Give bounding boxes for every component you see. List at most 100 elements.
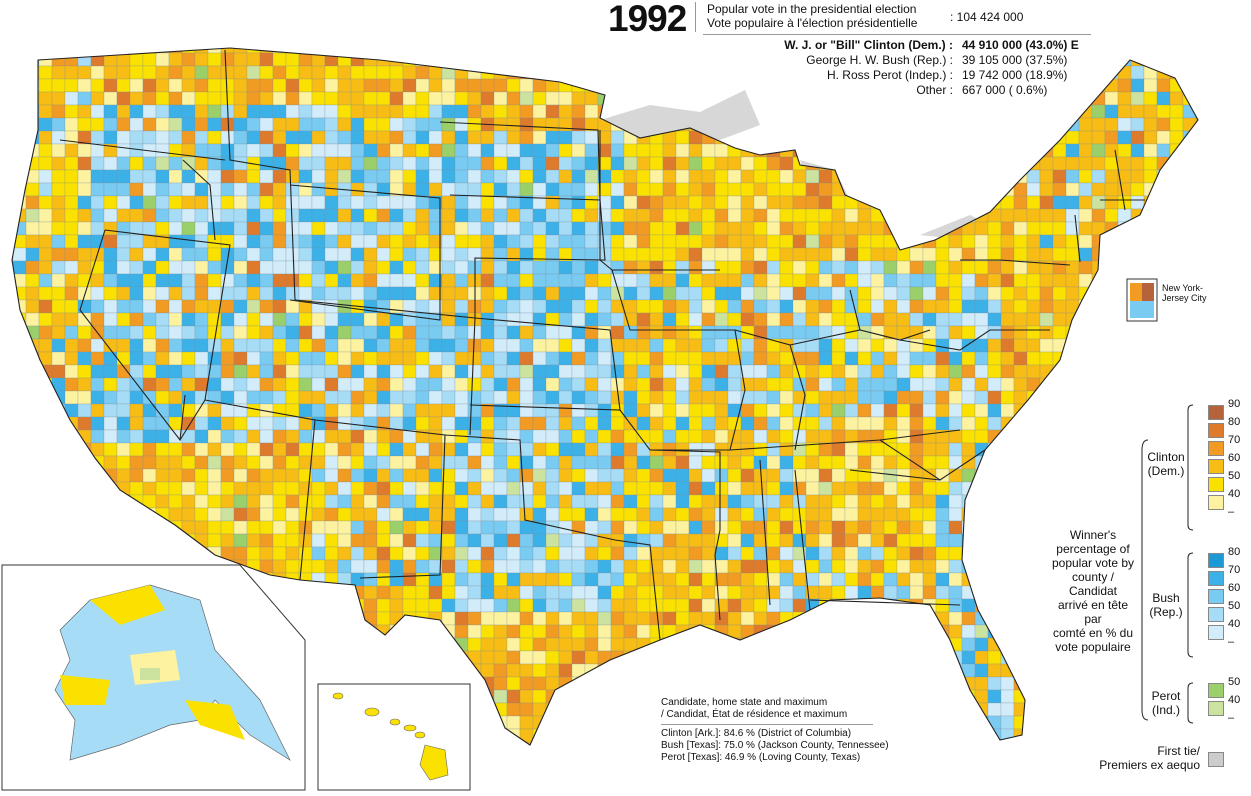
county-cell — [363, 104, 378, 119]
county-cell — [571, 637, 586, 652]
county-cell — [285, 52, 300, 67]
county-cell — [155, 104, 170, 119]
county-cell — [597, 442, 612, 457]
county-cell — [987, 455, 1002, 470]
county-cell — [571, 403, 586, 418]
county-cell — [519, 494, 534, 509]
county-cell — [454, 559, 469, 574]
county-cell — [506, 299, 521, 314]
county-cell — [480, 260, 495, 275]
county-cell — [857, 533, 872, 548]
county-cell — [25, 273, 40, 288]
county-cell — [389, 663, 404, 678]
county-cell — [467, 351, 482, 366]
county-cell — [246, 182, 261, 197]
county-cell — [610, 689, 625, 704]
county-cell — [493, 48, 508, 54]
county-cell — [1156, 312, 1171, 327]
county-cell — [610, 52, 625, 67]
county-cell — [792, 494, 807, 509]
county-cell — [38, 325, 53, 340]
county-cell — [402, 325, 417, 340]
county-cell — [597, 611, 612, 626]
county-cell — [103, 195, 118, 210]
county-cell — [1195, 182, 1198, 197]
county-cell — [207, 351, 222, 366]
county-cell — [441, 416, 456, 431]
county-cell — [558, 78, 573, 93]
county-cell — [1091, 338, 1106, 353]
county-cell — [727, 598, 742, 613]
county-cell — [675, 559, 690, 574]
county-cell — [571, 624, 586, 639]
county-cell — [454, 117, 469, 132]
county-cell — [636, 585, 651, 600]
county-cell — [259, 78, 274, 93]
county-cell — [922, 429, 937, 444]
county-cell — [571, 546, 586, 561]
county-cell — [753, 663, 768, 678]
county-cell — [272, 104, 287, 119]
county-cell — [272, 468, 287, 483]
county-cell — [363, 520, 378, 535]
county-cell — [740, 169, 755, 184]
county-cell — [974, 234, 989, 249]
county-cell — [12, 494, 27, 509]
county-cell — [480, 494, 495, 509]
county-cell — [922, 585, 937, 600]
county-cell — [571, 143, 586, 158]
county-cell — [831, 429, 846, 444]
county-cell — [1130, 338, 1145, 353]
county-cell — [168, 377, 183, 392]
county-cell — [675, 364, 690, 379]
county-cell — [519, 182, 534, 197]
county-cell — [194, 143, 209, 158]
county-cell — [337, 260, 352, 275]
county-cell — [90, 78, 105, 93]
county-cell — [480, 650, 495, 665]
county-cell — [116, 65, 131, 80]
county-cell — [818, 234, 833, 249]
county-cell — [909, 260, 924, 275]
county-cell — [753, 585, 768, 600]
county-cell — [1195, 377, 1198, 392]
county-cell — [38, 104, 53, 119]
county-cell — [571, 468, 586, 483]
county-cell — [298, 598, 313, 613]
county-cell — [961, 494, 976, 509]
county-cell — [766, 351, 781, 366]
county-cell — [844, 403, 859, 418]
county-cell — [987, 533, 1002, 548]
county-cell — [1013, 208, 1028, 223]
county-cell — [441, 117, 456, 132]
county-cell — [1209, 183, 1222, 196]
county-cell — [909, 104, 924, 119]
county-cell — [298, 273, 313, 288]
county-cell — [662, 546, 677, 561]
county-cell — [467, 455, 482, 470]
county-cell — [337, 286, 352, 301]
county-cell — [1195, 234, 1198, 249]
county-cell — [337, 455, 352, 470]
county-cell — [129, 91, 144, 106]
county-cell — [1013, 156, 1028, 171]
county-cell — [220, 195, 235, 210]
county-cell — [805, 325, 820, 340]
county-cell — [896, 481, 911, 496]
county-cell — [428, 104, 443, 119]
county-cell — [363, 390, 378, 405]
county-cell — [51, 364, 66, 379]
county-cell — [558, 637, 573, 652]
county-cell — [1117, 91, 1132, 106]
county-cell — [1182, 429, 1197, 444]
county-cell — [883, 520, 898, 535]
county-cell — [337, 390, 352, 405]
county-cell — [1117, 429, 1132, 444]
county-cell — [857, 455, 872, 470]
county-cell — [701, 403, 716, 418]
county-cell — [584, 273, 599, 288]
county-cell — [415, 78, 430, 93]
county-cell — [12, 65, 14, 80]
county-cell — [1156, 546, 1171, 561]
county-cell — [1026, 234, 1041, 249]
